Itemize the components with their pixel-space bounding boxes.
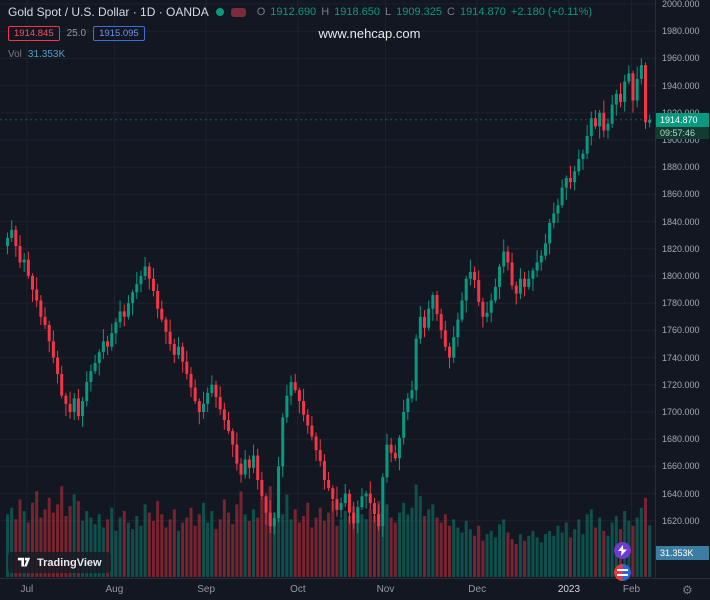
tradingview-logo-badge[interactable]: TradingView — [8, 552, 111, 573]
price-axis-label: 1700.000 — [662, 407, 700, 417]
open-value: 1912.690 — [270, 6, 317, 18]
low-label: L — [385, 6, 392, 18]
last-price-badge: 1914.870 09:57:46 — [656, 112, 709, 139]
axis-settings-gear-icon[interactable]: ⚙ — [682, 583, 693, 597]
close-label: C — [447, 6, 455, 18]
price-axis-label: 1720.000 — [662, 379, 700, 390]
high-value: 1918.650 — [334, 6, 381, 18]
volume-axis-badge: 31.353K — [656, 546, 709, 560]
last-price-value: 1914.870 — [656, 112, 709, 127]
ohlc-readout: O 1912.690 H 1918.650 L 1909.325 C 1914.870 … — [257, 6, 592, 18]
legend-toggle-icon[interactable] — [230, 7, 246, 17]
price-axis-label: 1740.000 — [662, 352, 700, 363]
price-axis-label: 1980.000 — [662, 26, 700, 37]
time-axis-label: Oct — [290, 584, 306, 595]
price-axis-label: 1680.000 — [662, 434, 700, 445]
time-axis[interactable]: Jul Aug Sep Oct Nov Dec 2023 Feb — [0, 578, 710, 600]
time-axis-label: Feb — [622, 584, 641, 595]
price-axis-label: 1800.000 — [662, 271, 700, 281]
price-axis-label: 1760.000 — [662, 325, 700, 336]
flag-icon — [617, 569, 628, 576]
legend-row-symbol: Gold Spot / U.S. Dollar · 1D · OANDA O 19… — [8, 5, 592, 19]
quick-trade-button[interactable] — [614, 542, 631, 559]
high-label: H — [321, 6, 330, 18]
price-axis-label: 1940.000 — [662, 80, 700, 91]
economic-events-button[interactable] — [614, 564, 631, 581]
open-label: O — [256, 6, 266, 18]
price-axis-label: 1880.000 — [662, 162, 700, 173]
market-open-dot-icon — [215, 8, 224, 16]
price-axis[interactable]: 2000.0001980.0001960.0001940.0001920.000… — [655, 0, 710, 578]
legend-row-volume: Vol 31.353K — [8, 49, 592, 60]
symbol-title[interactable]: Gold Spot / U.S. Dollar · 1D · OANDA — [8, 5, 209, 19]
close-value: 1914.870 — [460, 6, 506, 18]
price-axis-label: 1620.000 — [662, 515, 700, 526]
time-axis-label: Dec — [468, 584, 487, 595]
tradingview-logo-icon — [17, 557, 31, 567]
time-axis-label: Jul — [20, 584, 34, 595]
sell-price-button[interactable]: 1914.845 — [8, 26, 60, 41]
change-value: +2.180 (+0.11%) — [510, 6, 593, 18]
volume-indicator-label[interactable]: Vol — [8, 49, 22, 60]
price-axis-label: 2000.000 — [662, 0, 700, 9]
chart-legend: Gold Spot / U.S. Dollar · 1D · OANDA O 19… — [8, 5, 592, 60]
watermark: www.nehcap.com — [318, 26, 421, 41]
price-axis-label: 1960.000 — [662, 53, 700, 64]
low-value: 1909.325 — [396, 6, 443, 18]
price-axis-label: 1840.000 — [662, 216, 700, 227]
legend-row-quotes: 1914.845 25.0 1915.095 — [8, 26, 592, 41]
price-axis-label: 1820.000 — [662, 243, 700, 254]
price-axis-label: 1640.000 — [662, 488, 700, 499]
price-axis-label: 1660.000 — [662, 461, 700, 472]
tradingview-logo-text: TradingView — [37, 556, 102, 569]
volume-indicator-value: 31.353K — [27, 49, 66, 60]
spread-value: 25.0 — [66, 28, 87, 39]
time-axis-label: Nov — [376, 584, 395, 595]
price-axis-label: 1900.000 — [662, 135, 700, 145]
price-axis-label: 1860.000 — [662, 189, 700, 200]
time-axis-label: Sep — [197, 584, 216, 595]
lightning-bolt-icon — [618, 545, 627, 556]
bar-countdown: 09:57:46 — [656, 126, 709, 139]
time-axis-label: 2023 — [557, 584, 581, 595]
buy-price-button[interactable]: 1915.095 — [93, 26, 145, 41]
price-axis-label: 1780.000 — [662, 298, 700, 309]
time-axis-label: Aug — [105, 584, 124, 595]
